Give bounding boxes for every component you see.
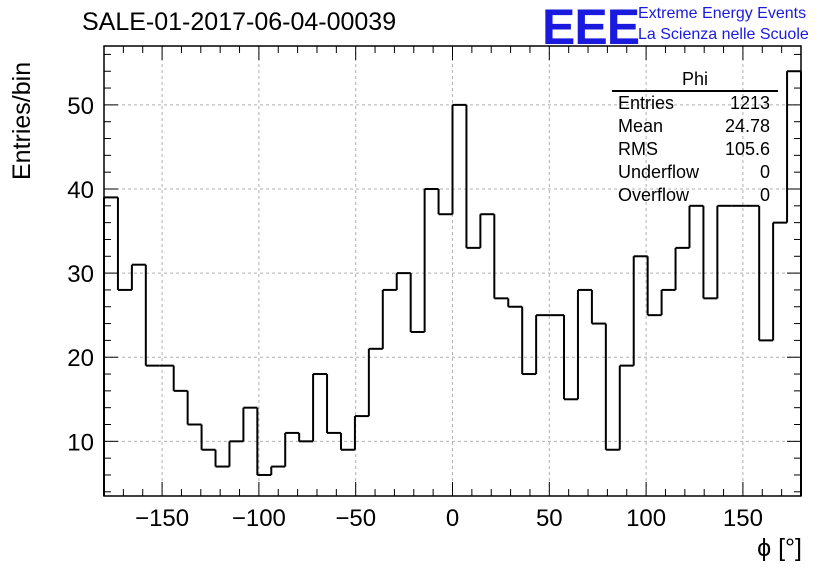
stats-label: Entries bbox=[618, 93, 675, 113]
x-tick-label: 100 bbox=[626, 505, 666, 532]
stats-label: Mean bbox=[618, 116, 664, 136]
stats-name: Phi bbox=[612, 68, 778, 92]
y-tick-label: 30 bbox=[67, 261, 94, 288]
y-tick-label: 40 bbox=[67, 177, 94, 204]
stats-value: 0 bbox=[759, 185, 770, 205]
x-tick-label: 0 bbox=[446, 505, 459, 532]
x-axis-label: ϕ [°] bbox=[757, 534, 802, 562]
stats-row-entries: Entries 1213 bbox=[612, 92, 778, 115]
x-tick-label: 50 bbox=[536, 505, 563, 532]
chart-title: SALE-01-2017-06-04-00039 bbox=[82, 8, 397, 36]
x-tick-label: −100 bbox=[232, 505, 286, 532]
stats-box: Phi Entries 1213 Mean 24.78 RMS 105.6 Un… bbox=[612, 68, 778, 207]
stats-row-rms: RMS 105.6 bbox=[612, 138, 778, 161]
x-tick-label: 150 bbox=[723, 505, 763, 532]
stats-value: 105.6 bbox=[724, 139, 770, 159]
y-tick-label: 10 bbox=[67, 429, 94, 456]
x-tick-label: −150 bbox=[135, 505, 189, 532]
eee-logo-text: Extreme Energy Events La Scienza nelle S… bbox=[638, 3, 809, 45]
y-tick-label: 50 bbox=[67, 93, 94, 120]
stats-label: Underflow bbox=[618, 162, 700, 182]
stats-row-underflow: Underflow 0 bbox=[612, 161, 778, 184]
stats-value: 0 bbox=[759, 162, 770, 182]
stats-value: 1213 bbox=[729, 93, 770, 113]
logo-line-1: Extreme Energy Events bbox=[638, 5, 807, 22]
stats-row-mean: Mean 24.78 bbox=[612, 115, 778, 138]
stats-label: Overflow bbox=[618, 185, 690, 205]
stats-label: RMS bbox=[618, 139, 658, 159]
stats-row-overflow: Overflow 0 bbox=[612, 184, 778, 207]
x-tick-label: −50 bbox=[335, 505, 376, 532]
y-tick-label: 20 bbox=[67, 345, 94, 372]
stats-value: 24.78 bbox=[724, 116, 770, 136]
logo-line-2: La Scienza nelle Scuole bbox=[638, 26, 809, 43]
